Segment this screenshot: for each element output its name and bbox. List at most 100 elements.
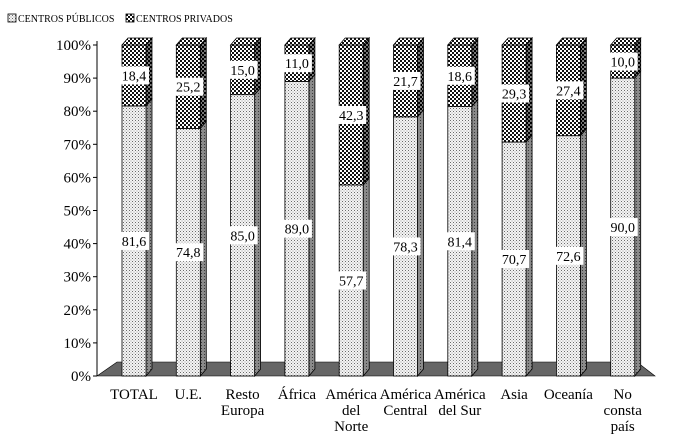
y-tick-label: 10% [64, 336, 92, 352]
legend-label-privados: CENTROS PRIVADOS [136, 14, 233, 25]
data-label-publicos: 85,0 [227, 226, 258, 245]
category-label-line: Norte [334, 419, 368, 435]
category-label: Resto Europa [221, 387, 265, 419]
legend-swatch-publicos [7, 13, 17, 23]
category-label-line: del [342, 403, 360, 419]
data-label-privados-box [553, 81, 584, 100]
data-label-privados-box [173, 77, 204, 96]
data-label-privados-box [444, 66, 475, 85]
data-label-privados-text: 42,3 [339, 109, 364, 124]
y-tick-label: 40% [64, 237, 92, 253]
data-label-publicos: 57,7 [336, 271, 367, 290]
data-labels-group: 81,6 18,4 74,8 25,2 85,0 15,0 89,0 11,0 57,7 42,3… [119, 52, 638, 290]
category-label-line: Resto [226, 387, 260, 403]
data-label-privados-box [607, 52, 638, 71]
bar-top-face [446, 37, 479, 46]
data-label-publicos-box [390, 237, 421, 256]
data-label-publicos-text: 70,7 [502, 253, 527, 268]
data-label-publicos-text: 81,6 [122, 235, 147, 250]
bar-top-face [392, 37, 425, 46]
bar-top-face [338, 37, 371, 46]
y-tick-label: 80% [64, 104, 92, 120]
category-label-line: No [614, 387, 632, 403]
data-label-privados: 42,3 [336, 106, 367, 125]
data-label-privados: 18,6 [444, 66, 475, 85]
y-tick-label: 60% [64, 170, 92, 186]
data-label-privados: 25,2 [173, 77, 204, 96]
y-tick-label: 30% [64, 270, 92, 286]
data-label-publicos: 90,0 [607, 218, 638, 237]
data-label-publicos-box [336, 271, 367, 290]
category-label-line: consta [604, 403, 643, 419]
data-label-privados-text: 21,7 [393, 75, 418, 90]
legend-swatch-privados [125, 13, 135, 23]
data-label-publicos-box [227, 226, 258, 245]
data-label-publicos-text: 72,6 [556, 250, 581, 265]
data-label-privados-text: 15,0 [230, 64, 255, 79]
data-label-publicos-box [553, 246, 584, 265]
data-label-publicos-box [499, 249, 530, 268]
y-tick-label: 70% [64, 137, 92, 153]
data-label-privados-text: 25,2 [176, 81, 201, 96]
bar-top-face [284, 37, 316, 46]
category-label-line: América [380, 387, 432, 403]
data-label-publicos-box [444, 232, 475, 251]
bar-top-face [121, 37, 153, 46]
category-label-line: U.E. [175, 387, 203, 403]
y-tick-label: 50% [64, 204, 92, 220]
data-label-publicos-box [281, 219, 312, 238]
y-tick-label: 100% [56, 38, 91, 54]
data-label-privados-box [390, 71, 421, 90]
data-label-privados-text: 11,0 [285, 57, 309, 72]
data-label-privados-box [281, 54, 312, 73]
bar-top-face [229, 37, 262, 46]
data-label-publicos-box [173, 243, 204, 262]
category-label: TOTAL [110, 387, 158, 403]
data-label-privados-box [336, 106, 367, 125]
category-label-line: Asia [500, 387, 528, 403]
category-label-line: América [434, 387, 486, 403]
data-label-privados: 27,4 [553, 81, 584, 100]
category-label: América del Sur [434, 387, 486, 419]
data-label-publicos-text: 85,0 [230, 229, 255, 244]
data-label-publicos: 70,7 [499, 249, 530, 268]
category-label: África [278, 386, 317, 403]
category-label-line: Europa [221, 403, 265, 419]
category-label: América del Norte [325, 387, 377, 435]
data-label-privados-text: 18,6 [448, 70, 473, 85]
legend: CENTROS PÚBLICOS CENTROS PRIVADOS [7, 13, 233, 25]
category-label-line: África [278, 386, 317, 403]
data-label-publicos: 89,0 [281, 219, 312, 238]
data-label-privados-box [227, 60, 258, 79]
y-tick-label: 90% [64, 71, 92, 87]
category-label: U.E. [175, 387, 203, 403]
data-label-publicos-box [119, 231, 149, 250]
data-label-privados-text: 10,0 [610, 56, 635, 71]
data-label-privados-box [499, 84, 530, 103]
data-label-publicos: 81,6 [119, 231, 149, 250]
data-label-publicos-text: 78,3 [393, 240, 418, 255]
category-label-line: Oceanía [544, 387, 593, 403]
data-label-publicos: 78,3 [390, 237, 421, 256]
category-label: Oceanía [544, 387, 593, 403]
data-label-privados: 29,3 [499, 84, 530, 103]
category-label: Asia [500, 387, 528, 403]
data-label-privados-text: 18,4 [122, 69, 147, 84]
data-label-publicos: 74,8 [173, 243, 204, 262]
bar-top-face [501, 37, 533, 46]
data-label-privados: 21,7 [390, 71, 421, 90]
data-label-publicos-text: 81,4 [448, 235, 473, 250]
category-label-line: del Sur [438, 403, 481, 419]
data-label-privados: 11,0 [281, 54, 312, 73]
category-label-line: Central [383, 403, 427, 419]
data-label-privados: 10,0 [607, 52, 638, 71]
data-label-privados: 18,4 [119, 66, 149, 85]
y-tick-label: 0% [71, 369, 91, 385]
category-label-line: TOTAL [110, 387, 158, 403]
data-label-privados-box [119, 66, 149, 85]
data-label-publicos-text: 74,8 [176, 246, 201, 261]
bar-top-face [175, 37, 208, 46]
data-label-publicos-text: 57,7 [339, 275, 364, 290]
